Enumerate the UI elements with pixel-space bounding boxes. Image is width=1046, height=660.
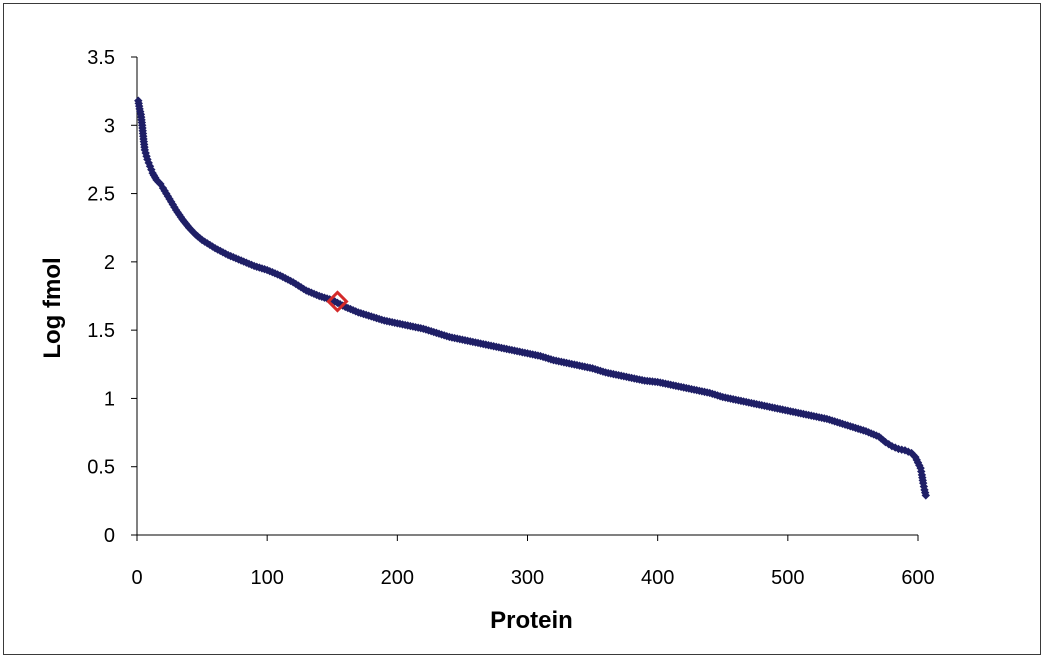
x-ticks: 0 100 200 300 400 500 600 xyxy=(131,535,935,589)
data-point xyxy=(881,437,890,447)
x-axis-title: Protein xyxy=(490,607,573,634)
data-point xyxy=(145,162,155,171)
y-tick-label: 1 xyxy=(104,388,115,410)
data-point xyxy=(187,225,196,235)
x-tick-label: 0 xyxy=(131,567,142,589)
y-tick-label: 0 xyxy=(104,525,115,547)
axes xyxy=(136,57,918,536)
x-tick-label: 600 xyxy=(901,567,934,589)
highlight-layer xyxy=(326,290,349,313)
data-point xyxy=(163,192,173,201)
data-point xyxy=(189,228,198,237)
chart-frame xyxy=(3,3,1041,655)
data-points xyxy=(134,96,931,500)
x-tick-label: 400 xyxy=(641,567,674,589)
y-tick-label: 3.5 xyxy=(87,47,115,69)
y-tick-label: 0.5 xyxy=(87,457,115,479)
x-tick-label: 100 xyxy=(250,567,283,589)
y-tick-label: 3 xyxy=(104,115,115,137)
x-tick-label: 300 xyxy=(511,567,544,589)
y-tick-label: 1.5 xyxy=(87,320,115,342)
x-tick-label: 200 xyxy=(381,567,414,589)
y-ticks: 0 0.5 1 1.5 2 2.5 3 3.5 xyxy=(87,47,137,547)
data-point xyxy=(900,446,910,455)
data-point xyxy=(904,447,913,456)
data-point xyxy=(144,158,153,168)
y-tick-label: 2 xyxy=(104,252,115,274)
data-point xyxy=(921,491,931,500)
y-tick-label: 2.5 xyxy=(87,184,115,206)
x-tick-label: 500 xyxy=(771,567,804,589)
y-axis-title: Log fmol xyxy=(39,257,66,358)
highlighted-data-point xyxy=(326,290,349,313)
